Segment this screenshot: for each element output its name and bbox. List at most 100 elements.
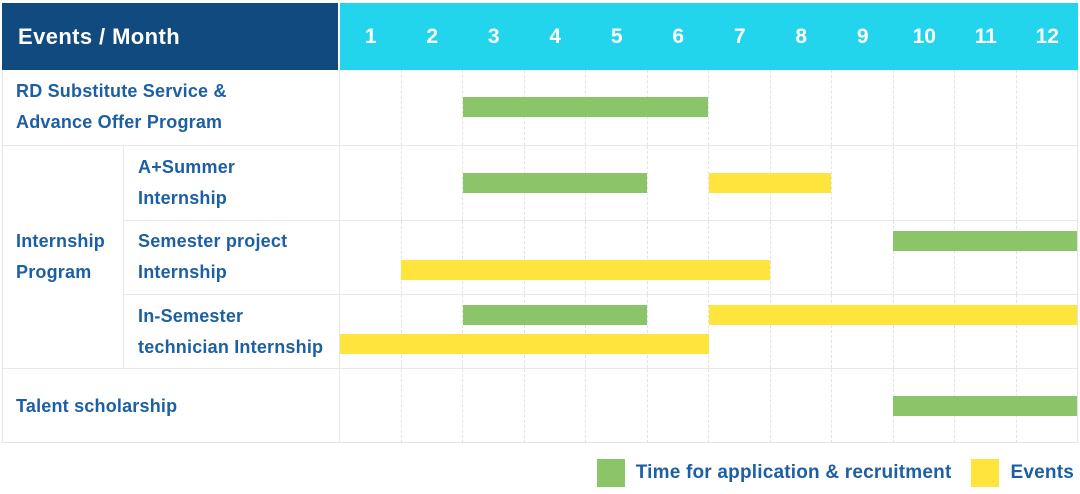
month-grid-cell [769, 295, 832, 369]
month-header-2: 2 [426, 24, 439, 48]
timeline-rd-substitute-service [340, 70, 1077, 145]
month-grid-cell [708, 70, 770, 145]
timeline-in-semester-technician-internship [340, 295, 1078, 369]
month-grid-cell [708, 295, 770, 369]
month-grid-cell [769, 70, 832, 145]
month-grid-cell [340, 295, 401, 368]
row-rd-substitute-service: RD Substitute Service & Advance Offer Pr… [3, 70, 1077, 145]
application-swatch-icon [596, 459, 625, 487]
month-grid-cell [400, 145, 463, 220]
row-label-line: RD Substitute Service & [16, 81, 227, 102]
month-grid-cell [462, 295, 524, 369]
month-grid-cell [892, 295, 955, 369]
month-grid-cell [340, 70, 401, 145]
month-grid-cell [769, 220, 832, 295]
month-grid-cell [954, 145, 1016, 220]
month-grid-cell [462, 70, 524, 145]
application-period-bar [892, 396, 1077, 417]
month-grid-cell [1015, 70, 1078, 145]
month-grid-cell [340, 146, 401, 220]
month-grid-cell [523, 220, 586, 295]
legend-label-application: Time for application & recruitment [635, 462, 952, 483]
month-grid-cell [831, 369, 893, 443]
month-grid-cell [400, 220, 463, 295]
row-label-line: Advance Offer Program [16, 112, 223, 133]
events-month-header-cell: Events / Month [2, 3, 338, 70]
month-grid-cell [1015, 220, 1078, 295]
month-grid-cell [585, 220, 647, 295]
month-header-1: 1 [364, 24, 377, 48]
row-label-a-plus-summer-internship: A+Summer Internship [124, 145, 340, 220]
month-grid-cell [646, 220, 709, 295]
month-grid-cell [400, 295, 463, 369]
month-grid-cell [523, 295, 586, 369]
month-header-9: 9 [856, 24, 869, 48]
month-header-7: 7 [733, 24, 746, 48]
month-grid-cell [1015, 145, 1078, 220]
row-label-line: technician Internship [138, 336, 324, 357]
table-header-row: Events / Month 1 2 3 4 5 6 7 8 9 10 11 1… [2, 3, 1078, 70]
event-period-bar [708, 172, 832, 193]
month-grid-cell [400, 369, 463, 443]
month-header-8: 8 [795, 24, 808, 48]
month-grid-cell [831, 220, 893, 295]
month-grid-cell [708, 220, 770, 295]
month-grid-cell [646, 145, 709, 220]
month-grid-cell [708, 145, 770, 220]
application-period-bar [462, 172, 648, 193]
legend-item-application: Time for application & recruitment [596, 459, 952, 487]
month-grid-cell [340, 221, 401, 294]
internship-program-subrows: A+Summer Internship Semester project Int… [124, 145, 1078, 369]
month-grid-cell [892, 145, 955, 220]
month-grid-cell [646, 369, 709, 443]
row-label-in-semester-technician-internship: In-Semester technician Internship [124, 295, 340, 369]
month-header-6: 6 [672, 24, 685, 48]
month-header-4: 4 [549, 24, 562, 48]
row-label-rd-substitute-service: RD Substitute Service & Advance Offer Pr… [3, 70, 340, 145]
row-label-line: Talent scholarship [16, 395, 178, 416]
row-label-line: In-Semester [138, 305, 244, 326]
group-label-line: Internship [16, 230, 106, 251]
month-grid-cell [340, 369, 401, 443]
row-label-line: A+Summer [138, 156, 236, 177]
row-label-line: Semester project [138, 231, 288, 252]
month-header-3: 3 [487, 24, 500, 48]
row-label-line: Internship [138, 187, 228, 208]
table-title: Events / Month [18, 23, 181, 49]
month-grid-cell [462, 220, 524, 295]
event-period-bar [401, 259, 770, 280]
month-grid-cell [1015, 295, 1078, 369]
row-label-talent-scholarship: Talent scholarship [3, 369, 340, 443]
row-talent-scholarship: Talent scholarship [3, 368, 1077, 443]
month-grid-cell [831, 295, 893, 369]
month-grid-cell [523, 369, 586, 443]
group-label-line: Program [16, 261, 92, 282]
month-grid-cell [831, 70, 893, 145]
events-swatch-icon [971, 459, 1000, 487]
application-period-bar [462, 305, 648, 326]
event-period-bar [340, 334, 709, 355]
row-a-plus-summer-internship: A+Summer Internship [124, 145, 1078, 220]
events-month-table: Events / Month 1 2 3 4 5 6 7 8 9 10 11 1… [2, 3, 1078, 443]
month-grid-cell [646, 295, 709, 369]
application-period-bar [462, 97, 709, 117]
row-in-semester-technician-internship: In-Semester technician Internship [124, 294, 1078, 369]
month-grid-cell [462, 369, 524, 443]
month-grid-cell [585, 369, 647, 443]
month-grid-cell [769, 369, 832, 443]
timeline-talent-scholarship [340, 369, 1077, 443]
group-label-internship-program: Internship Program [3, 145, 124, 369]
month-grid-cell [831, 145, 893, 220]
month-header-10: 10 [912, 24, 936, 48]
month-grid-cell [708, 369, 770, 443]
table-body: RD Substitute Service & Advance Offer Pr… [2, 70, 1078, 443]
month-grid-cell [585, 295, 647, 369]
row-label-line: Internship [138, 262, 228, 283]
legend: Time for application & recruitment Event… [596, 459, 1074, 487]
legend-item-events: Events [971, 459, 1074, 487]
month-grid-cell [400, 70, 463, 145]
month-header-5: 5 [610, 24, 623, 48]
month-grid-cell [954, 220, 1016, 295]
month-header-12: 12 [1035, 24, 1059, 48]
